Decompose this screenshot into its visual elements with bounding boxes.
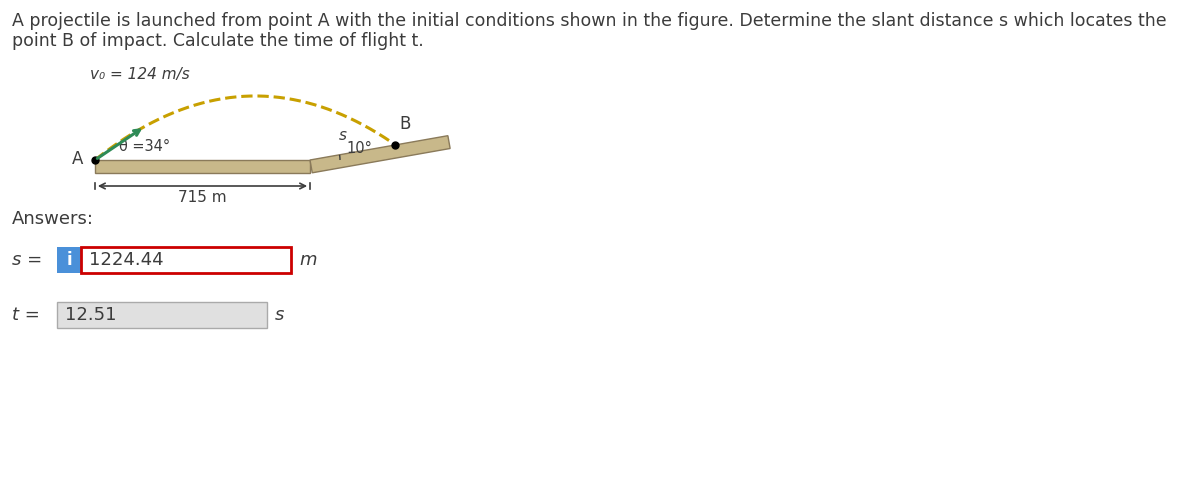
FancyBboxPatch shape — [58, 247, 82, 273]
Text: s =: s = — [12, 251, 42, 269]
Bar — [95, 160, 310, 173]
Text: B: B — [400, 115, 410, 133]
Text: s: s — [275, 306, 284, 324]
FancyBboxPatch shape — [82, 247, 292, 273]
Text: A: A — [72, 150, 83, 168]
FancyBboxPatch shape — [58, 302, 266, 328]
Text: 1224.44: 1224.44 — [89, 251, 163, 269]
Text: m: m — [299, 251, 317, 269]
Text: s: s — [338, 128, 347, 144]
Polygon shape — [310, 136, 450, 173]
Text: A projectile is launched from point A with the initial conditions shown in the f: A projectile is launched from point A wi… — [12, 12, 1166, 30]
Text: 12.51: 12.51 — [65, 306, 116, 324]
Text: Answers:: Answers: — [12, 210, 94, 228]
Text: i: i — [66, 251, 72, 269]
Text: point B of impact. Calculate the time of flight t.: point B of impact. Calculate the time of… — [12, 32, 424, 50]
Text: t =: t = — [12, 306, 40, 324]
Text: 715 m: 715 m — [178, 190, 227, 205]
Text: θ =34°: θ =34° — [119, 139, 170, 154]
Text: 10°: 10° — [346, 141, 372, 156]
Text: v₀ = 124 m/s: v₀ = 124 m/s — [90, 67, 190, 82]
